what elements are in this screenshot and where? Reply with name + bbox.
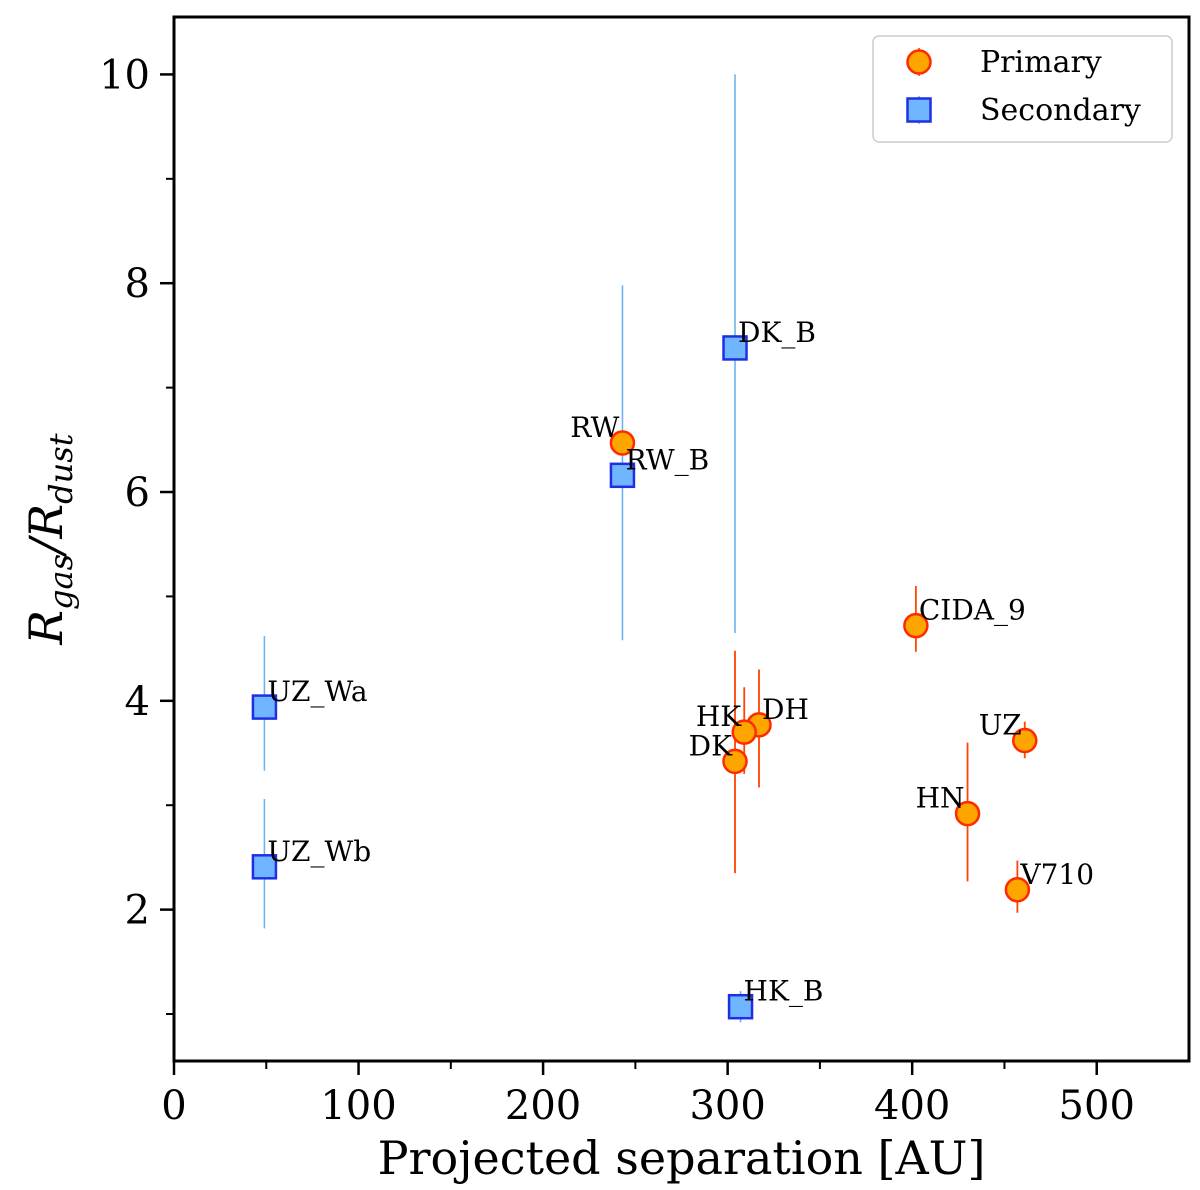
y-axis-label-sep: /R xyxy=(19,504,73,558)
plot-frame xyxy=(172,15,1191,1063)
legend-box xyxy=(872,35,1173,143)
primary-point xyxy=(609,430,636,456)
y-tick-label: 6 xyxy=(125,470,150,516)
point-label: UZ_Wa xyxy=(267,675,367,708)
point-label: HK_B xyxy=(744,975,824,1008)
y-tick-label: 2 xyxy=(125,888,150,934)
legend-label: Primary xyxy=(980,45,1102,80)
x-axis-label: Projected separation [AU] xyxy=(378,1131,986,1185)
data-markers xyxy=(251,335,1038,1020)
y-axis-label-sub2: dust xyxy=(42,433,80,504)
secondary-point xyxy=(251,854,278,880)
point-label: UZ xyxy=(979,708,1022,741)
legend: Primary Secondary xyxy=(872,35,1173,143)
point-label: DK_B xyxy=(738,316,816,349)
x-tick-label: 400 xyxy=(874,1083,950,1129)
y-tick-label: 10 xyxy=(99,52,150,98)
x-tick-label: 300 xyxy=(689,1083,765,1129)
legend-secondary-marker xyxy=(906,97,932,123)
secondary-point xyxy=(251,694,278,720)
point-label: RW_B xyxy=(625,443,709,476)
primary-point xyxy=(731,719,757,745)
point-label: DH xyxy=(762,693,809,726)
point-label: UZ_Wb xyxy=(267,835,371,868)
point-label: V710 xyxy=(1019,858,1094,891)
point-label: CIDA_9 xyxy=(919,594,1026,627)
x-tick-label: 200 xyxy=(505,1083,581,1129)
y-axis-label-main: R xyxy=(19,610,73,646)
point-label: HK xyxy=(696,700,742,733)
x-tick-label: 0 xyxy=(161,1083,186,1129)
axis-ticks xyxy=(160,73,1098,1075)
y-tick-label: 4 xyxy=(125,679,150,725)
error-bars xyxy=(263,74,1026,1023)
secondary-point xyxy=(609,462,636,489)
primary-point xyxy=(1012,727,1038,754)
legend-label: Secondary xyxy=(980,93,1141,128)
primary-point xyxy=(1004,877,1031,903)
y-axis-label: Rgas/Rdust xyxy=(19,433,80,645)
secondary-point xyxy=(727,993,754,1020)
x-tick-label: 500 xyxy=(1059,1083,1135,1129)
x-tick-label: 100 xyxy=(320,1083,396,1129)
y-tick-label: 8 xyxy=(125,261,150,307)
primary-point xyxy=(722,748,748,775)
primary-point xyxy=(903,612,929,639)
legend-primary-marker xyxy=(906,49,932,75)
tick-labels: 0 100 200 300 400 500 2 4 6 8 10 xyxy=(99,52,1135,1129)
point-label: DK xyxy=(689,729,733,762)
primary-point xyxy=(954,800,981,827)
point-label: HN xyxy=(916,782,965,815)
point-label: RW xyxy=(570,411,619,444)
y-axis-label-sub1: gas xyxy=(42,554,80,610)
secondary-point xyxy=(722,335,748,361)
